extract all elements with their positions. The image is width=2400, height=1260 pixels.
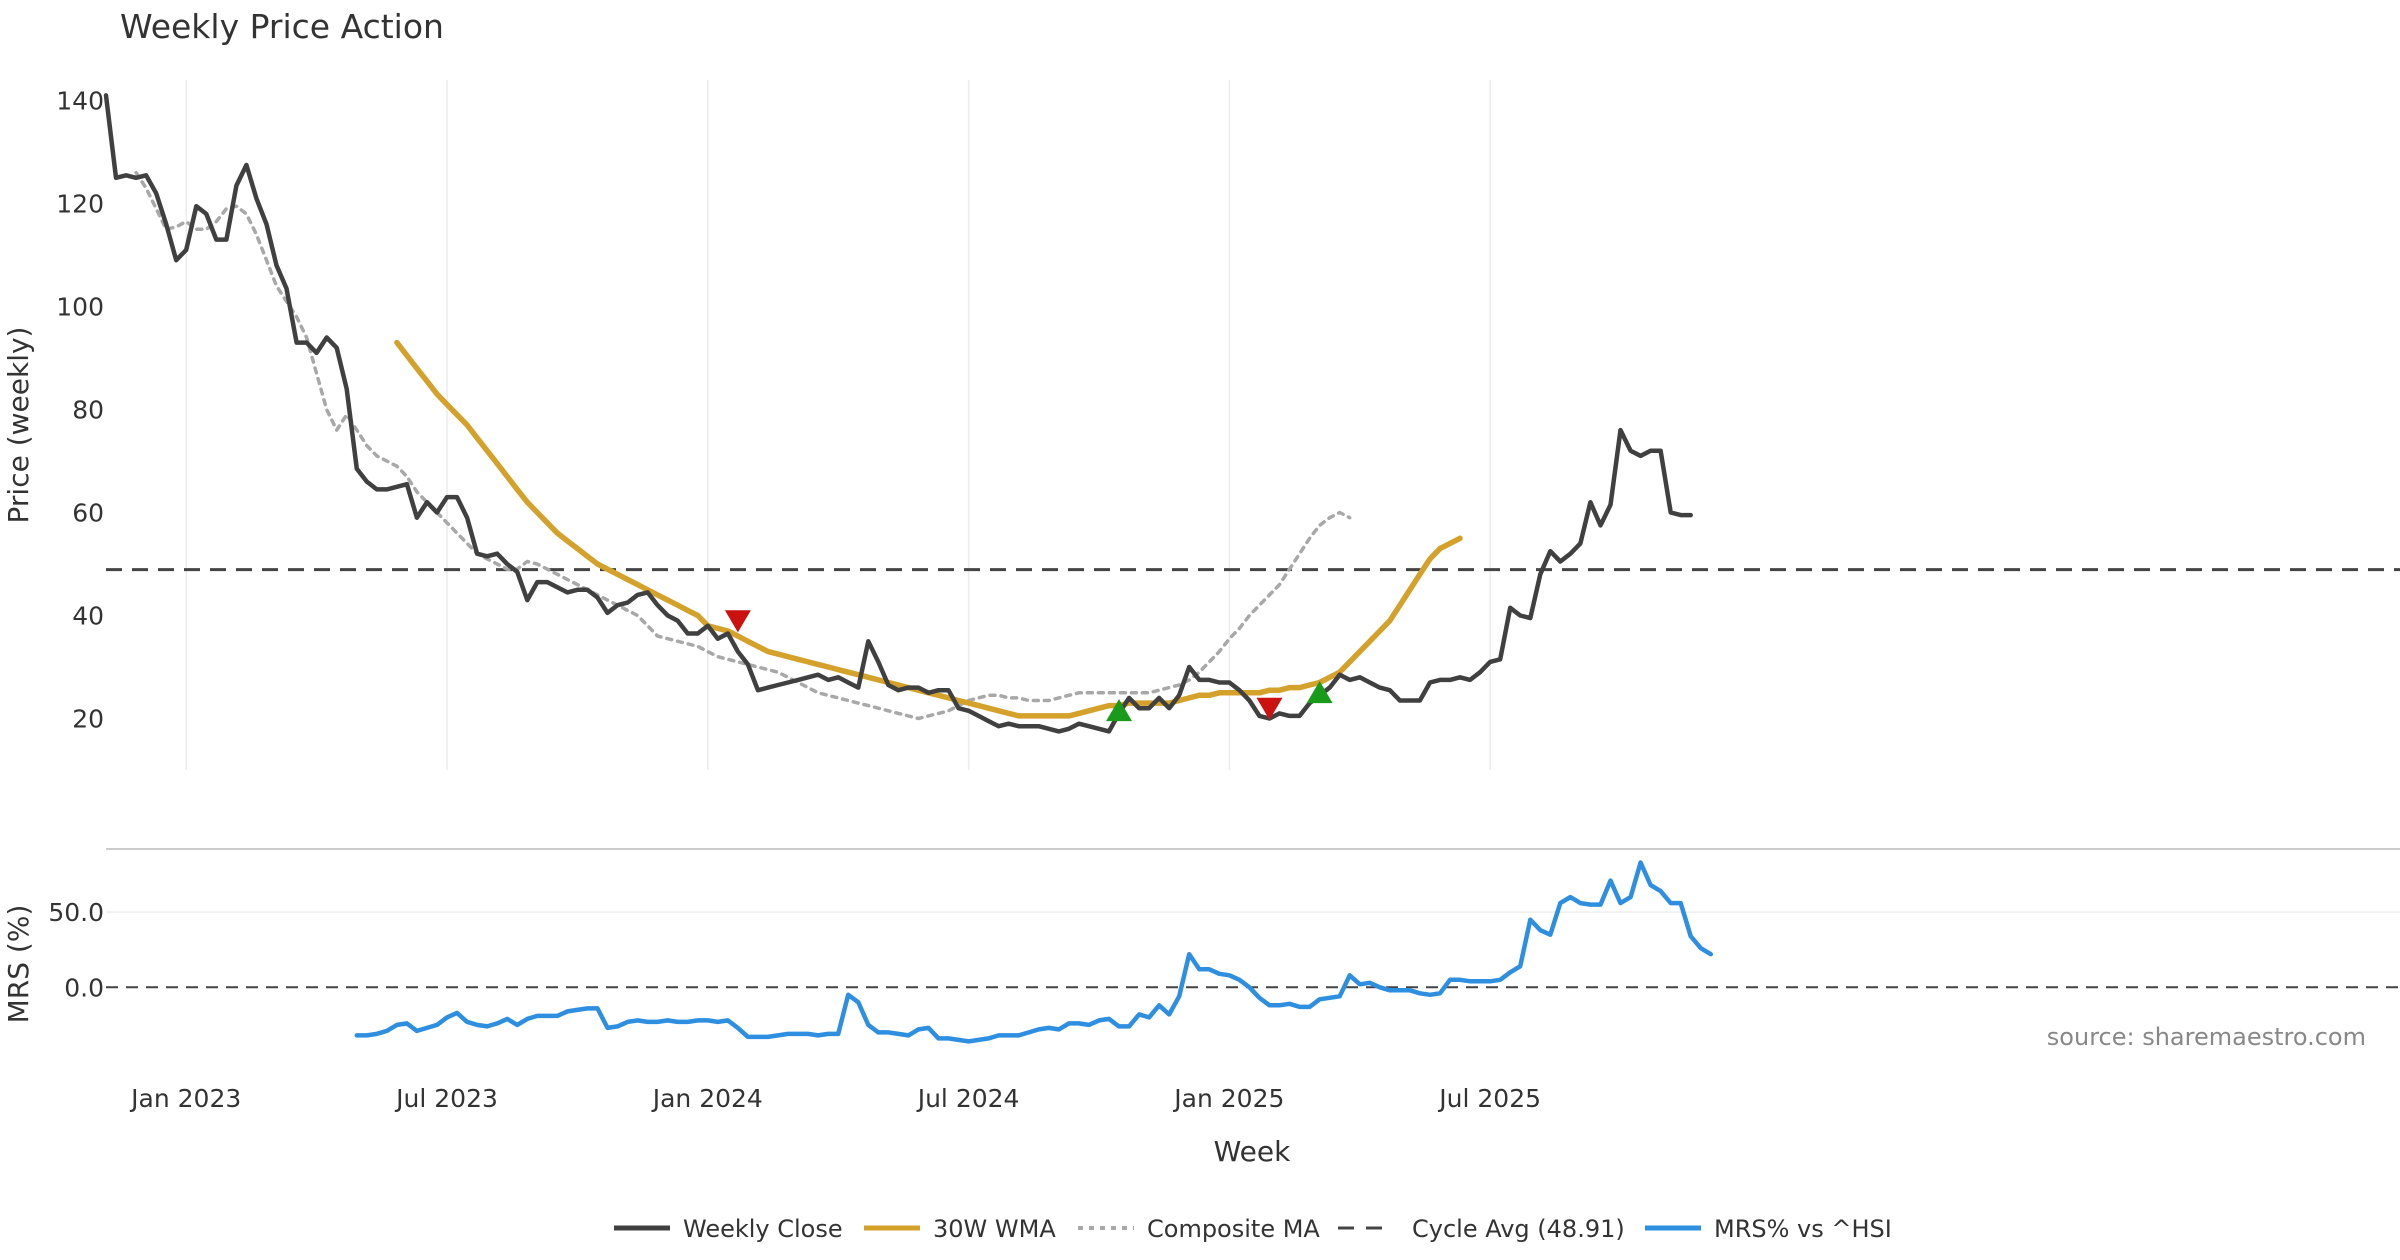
legend-label-cycle-avg: Cycle Avg (48.91) (1412, 1215, 1625, 1243)
mrs-y-tick-labels: 0.0 50.0 (48, 898, 104, 1002)
x-tick-label: Jul 2024 (916, 1084, 1020, 1113)
buy-signal-marker (1106, 699, 1133, 722)
mrs-y-axis-label: MRS (%) (2, 905, 35, 1024)
x-tick-label: Jan 2023 (129, 1084, 241, 1113)
sell-signal-marker (1256, 697, 1283, 720)
mrs-series-group (354, 860, 1714, 1044)
legend-label-composite-ma: Composite MA (1147, 1215, 1320, 1243)
series-30w-wma (394, 339, 1463, 719)
x-axis-label: Week (1214, 1135, 1291, 1168)
price-y-tick-labels: 20 40 60 80 100 120 140 (56, 87, 104, 734)
price-y-tick-label: 80 (72, 396, 104, 425)
price-series-group (103, 93, 1693, 734)
price-y-tick-label: 20 (72, 705, 104, 734)
source-note: source: sharemaestro.com (2047, 1023, 2366, 1051)
buy-signal-marker (1306, 681, 1333, 704)
price-y-tick-label: 40 (72, 602, 104, 631)
mrs-y-tick-label: 0.0 (64, 973, 104, 1002)
mrs-y-tick-label: 50.0 (48, 898, 104, 927)
price-grid (185, 80, 1491, 770)
x-tick-label: Jan 2024 (651, 1084, 763, 1113)
series-composite-ma (134, 170, 1352, 721)
x-tick-label: Jul 2025 (1437, 1084, 1541, 1113)
x-tick-labels: Jan 2023 Jul 2023 Jan 2024 Jul 2024 Jan 2025… (129, 1084, 1541, 1113)
legend-label-30w-wma: 30W WMA (933, 1215, 1056, 1243)
series-mrs-vs-hsi (354, 860, 1714, 1044)
x-tick-label: Jan 2025 (1172, 1084, 1284, 1113)
price-y-tick-label: 60 (72, 499, 104, 528)
legend: Weekly Close 30W WMA Composite MA Cycle … (614, 1215, 1892, 1243)
sell-signal-marker (724, 610, 751, 633)
chart-title: Weekly Price Action (120, 7, 444, 46)
legend-label-weekly-close: Weekly Close (683, 1215, 843, 1243)
price-y-axis-label: Price (weekly) (2, 327, 35, 524)
series-weekly-close (103, 93, 1693, 734)
legend-label-mrs: MRS% vs ^HSI (1714, 1215, 1892, 1243)
x-tick-label: Jul 2023 (394, 1084, 498, 1113)
signal-markers (724, 610, 1333, 722)
price-y-tick-label: 100 (56, 293, 104, 322)
price-y-tick-label: 140 (56, 87, 104, 116)
price-y-tick-label: 120 (56, 190, 104, 219)
